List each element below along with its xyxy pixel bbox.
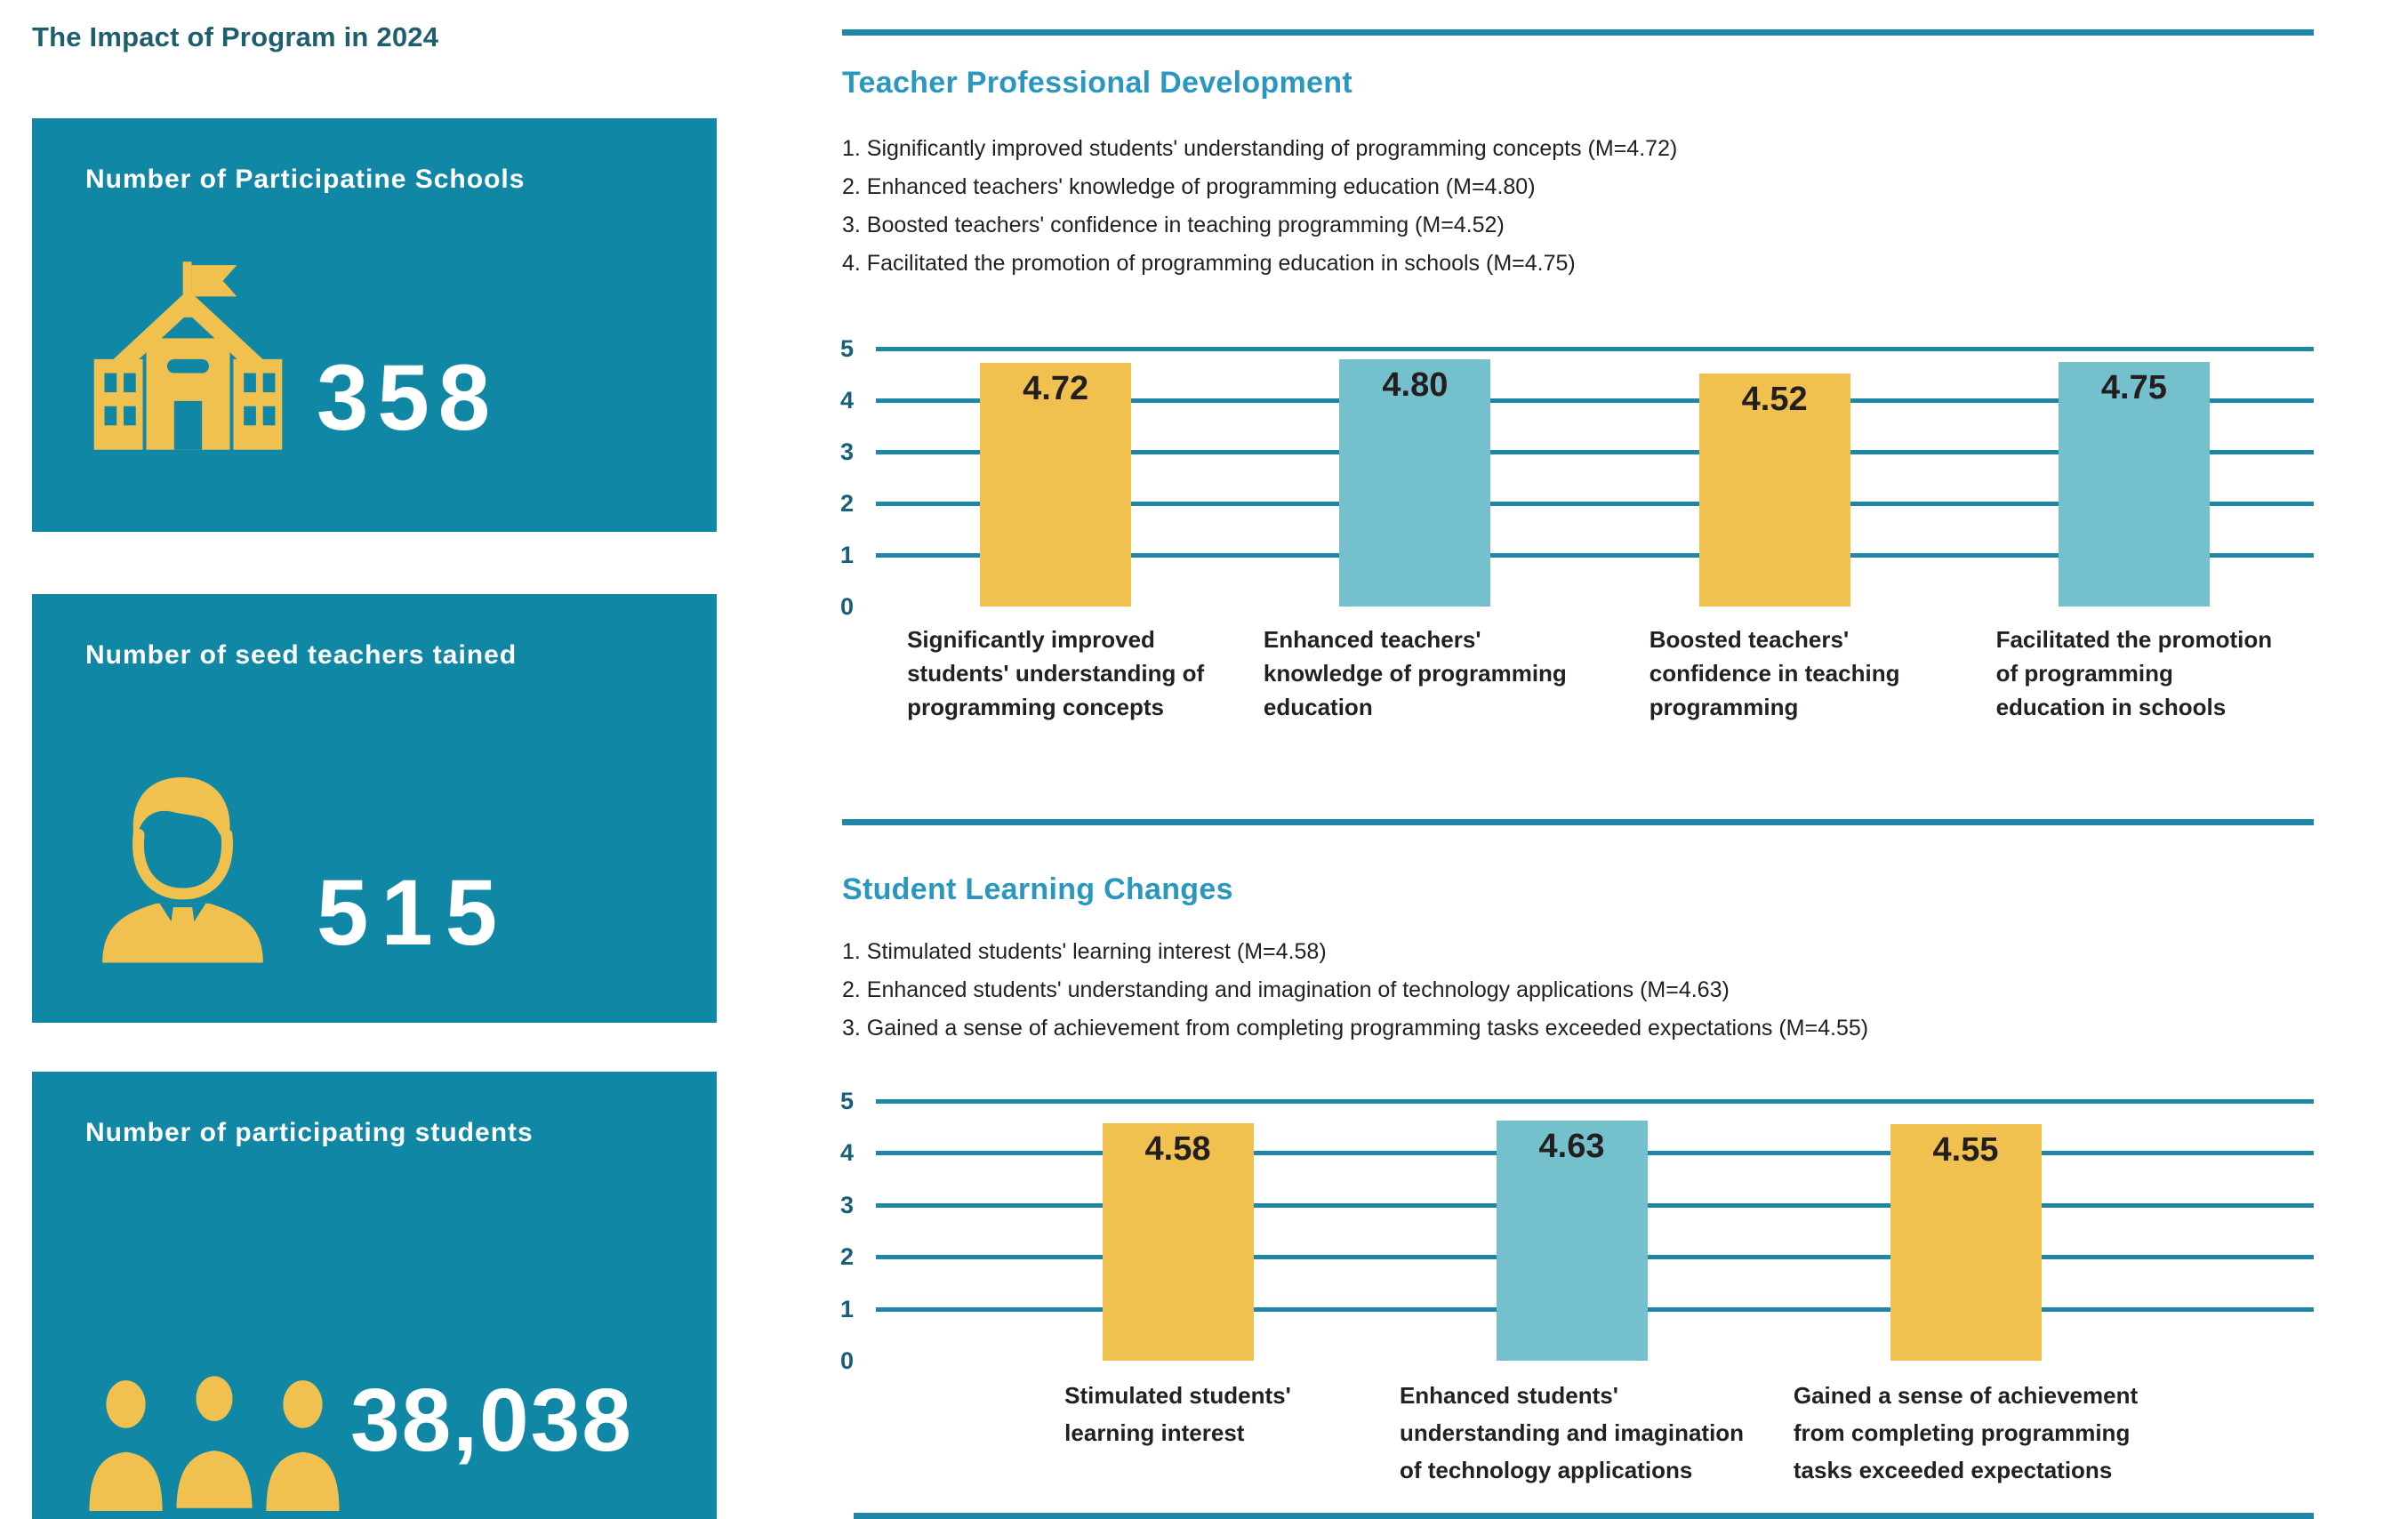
findings-list-teacher-development: 1. Significantly improved students' unde…	[842, 130, 2354, 283]
bar: 4.72	[980, 363, 1132, 607]
stat-card-label: Number of Participatine Schools	[85, 165, 526, 194]
y-axis-tick-label: 1	[840, 542, 855, 568]
bar: 4.80	[1339, 358, 1491, 607]
bar-column: 4.52	[1595, 349, 1954, 607]
bar-column: 4.58	[981, 1101, 1375, 1361]
y-axis-tick-label: 3	[840, 438, 855, 465]
bar-category-cell: Enhanced teachers' knowledge of programm…	[1235, 623, 1594, 724]
bar-category-label: Boosted teachers' confidence in teaching…	[1649, 626, 1900, 720]
gridline	[876, 398, 2314, 403]
finding-item: 1. Significantly improved students' unde…	[842, 136, 1678, 161]
y-axis: 5 4 3 2 1 0	[837, 1088, 872, 1374]
bar-column: 4.63	[1375, 1101, 1769, 1361]
bar-category-label: Stimulated students' learning interest	[1064, 1382, 1291, 1446]
finding-item: 3. Gained a sense of achievement from co…	[842, 1016, 1869, 1041]
y-axis: 5 4 3 2 1 0	[837, 335, 872, 620]
stat-card-value: 515	[317, 861, 510, 965]
finding-item: 2. Enhanced students' understanding and …	[842, 977, 1730, 1002]
section-divider-bottom	[854, 1513, 2314, 1519]
findings-list-student-learning: 1. Stimulated students' learning interes…	[842, 933, 2354, 1048]
bar: 4.52	[1698, 373, 1850, 607]
y-axis-tick-label: 3	[840, 1191, 855, 1218]
y-axis-tick-label: 4	[840, 387, 855, 414]
bar: 4.63	[1496, 1120, 1648, 1361]
stat-card-value: 358	[317, 346, 500, 450]
gridline	[876, 450, 2314, 454]
gridline	[876, 1099, 2314, 1104]
bar-category-label: Facilitated the promotion of programming…	[1995, 626, 2273, 720]
y-axis-tick-label: 0	[840, 1347, 855, 1374]
bar-value-label: 4.52	[1741, 380, 1808, 418]
y-axis-tick-label: 1	[840, 1295, 855, 1322]
bar-category-cell: Significantly improved students' underst…	[876, 623, 1235, 724]
bar-category-cell: Facilitated the promotion of programming…	[1954, 623, 2314, 724]
section-divider-top	[842, 29, 2314, 36]
bar-category-label: Significantly improved students' underst…	[907, 626, 1205, 720]
section-heading-student-learning: Student Learning Changes	[842, 872, 1233, 906]
bar-category-label: Enhanced teachers' knowledge of programm…	[1263, 626, 1567, 720]
stat-card-teachers: Number of seed teachers tained 515	[32, 594, 717, 1023]
stat-card-label: Number of participating students	[85, 1118, 534, 1147]
bar-category-cell: Stimulated students' learning interest	[981, 1377, 1375, 1489]
bar-column: 4.55	[1769, 1101, 2163, 1361]
bar-chart-student-learning: 5 4 3 2 1 0 4.58 4.63 4.55 Stimulated students' l…	[837, 1088, 2314, 1492]
stat-card-value: 38,038	[350, 1370, 633, 1470]
bar: 4.58	[1102, 1122, 1254, 1361]
bar-category-cell: Enhanced students' understanding and ima…	[1375, 1377, 1769, 1489]
y-axis-tick-label: 5	[840, 335, 855, 362]
stat-card-schools: Number of Participatine Schools	[32, 118, 717, 532]
gridline	[876, 502, 2314, 506]
y-axis-tick-label: 2	[840, 1243, 855, 1271]
finding-item: 1. Stimulated students' learning interes…	[842, 939, 1327, 964]
school-icon	[84, 252, 293, 456]
bar-value-label: 4.75	[2100, 368, 2167, 406]
bar-category-cell: Boosted teachers' confidence in teaching…	[1595, 623, 1954, 724]
section-heading-teacher-development: Teacher Professional Development	[842, 66, 1352, 100]
finding-item: 3. Boosted teachers' confidence in teach…	[842, 213, 1505, 237]
plot-area: 4.72 4.80 4.52 4.75	[876, 347, 2314, 607]
y-axis-tick-label: 5	[840, 1088, 855, 1114]
bar-value-label: 4.72	[1023, 370, 1089, 408]
finding-item: 2. Enhanced teachers' knowledge of progr…	[842, 174, 1536, 199]
bar-column: 4.80	[1235, 349, 1594, 607]
gridline	[876, 347, 2314, 351]
bar: 4.75	[2058, 361, 2210, 607]
bar-column: 4.72	[876, 349, 1235, 607]
stat-card-students: Number of participating students 38,038	[32, 1072, 717, 1519]
y-axis-tick-label: 4	[840, 1139, 855, 1167]
bar-category-label: Gained a sense of achievement from compl…	[1793, 1382, 2139, 1483]
students-icon	[81, 1370, 348, 1515]
y-axis-tick-label: 0	[840, 593, 855, 620]
stat-card-label: Number of seed teachers tained	[85, 640, 518, 670]
bar-column: 4.75	[1954, 349, 2314, 607]
bar-chart-teacher-development: 5 4 3 2 1 0 4.72 4.80 4.52 4.75 Significantly impr…	[837, 335, 2314, 724]
bar: 4.55	[1890, 1124, 2042, 1361]
bar-value-label: 4.80	[1382, 366, 1449, 404]
teacher-icon	[87, 747, 278, 987]
bar-value-label: 4.55	[1932, 1131, 1999, 1169]
page-title: The Impact of Program in 2024	[32, 21, 439, 52]
y-axis-tick-label: 2	[840, 490, 855, 517]
bar-value-label: 4.58	[1144, 1129, 1211, 1168]
section-divider-middle	[842, 819, 2314, 825]
plot-area: 4.58 4.63 4.55	[876, 1099, 2314, 1361]
finding-item: 4. Facilitated the promotion of programm…	[842, 251, 1576, 276]
gridline	[876, 553, 2314, 558]
bar-value-label: 4.63	[1538, 1127, 1605, 1165]
bar-category-cell: Gained a sense of achievement from compl…	[1769, 1377, 2163, 1489]
bar-category-label: Enhanced students' understanding and ima…	[1399, 1382, 1745, 1483]
